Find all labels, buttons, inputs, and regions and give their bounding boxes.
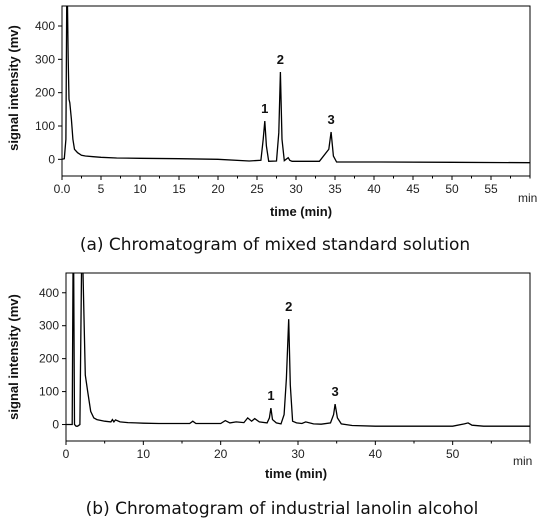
x-unit-label-b: min [513,454,532,468]
x-ticks-a: 0.0 5 10 15 20 25 30 35 40 45 50 55 [54,176,531,196]
x-tick-label: 10 [137,447,151,461]
x-tick-label: 40 [367,182,381,196]
peak-labels-b: 1 2 3 [267,299,338,403]
y-ticks-a: 0 100 200 300 400 [35,19,62,166]
plot-frame-b [65,272,531,442]
y-tick-label: 400 [39,286,59,300]
x-axis-label-a: time (min) [270,204,332,219]
peak-label: 3 [327,112,334,127]
peak-label: 1 [267,388,274,403]
x-tick-label: 45 [406,182,420,196]
y-axis-label-b: signal intensity (mv) [6,294,21,420]
y-tick-label: 100 [39,385,59,399]
y-tick-label: 0 [52,418,59,432]
peak-label: 1 [261,101,268,116]
x-tick-label: 20 [211,182,225,196]
x-tick-label: 20 [214,447,228,461]
peak-label: 3 [332,384,339,399]
caption-b: (b) Chromatogram of industrial lanolin a… [86,499,479,519]
x-tick-label: 0 [63,447,70,461]
y-tick-label: 300 [35,52,55,66]
y-ticks-b: 0 100 200 300 400 [39,286,66,432]
y-tick-label: 400 [35,19,55,33]
y-axis-label-a: signal intensity (mv) [6,25,21,151]
plot-frame-a [61,5,531,177]
chart-panel-b: 0 100 200 300 400 0 10 20 30 40 50 1 2 3 signal int… [6,272,532,519]
caption-a: (a) Chromatogram of mixed standard solut… [80,235,470,255]
chart-panel-a: 0 100 200 300 400 0.0 5 10 15 20 25 30 35 40 45 50 55 1… [6,5,537,255]
x-tick-label: 40 [369,447,383,461]
trace-a [62,6,530,164]
x-tick-label: 50 [446,447,460,461]
peak-labels-a: 1 2 3 [261,52,335,127]
x-tick-label: 15 [172,182,186,196]
x-unit-label-a: min [518,191,537,205]
x-tick-label: 30 [289,182,303,196]
peak-label: 2 [277,52,284,67]
x-tick-label: 55 [484,182,498,196]
x-tick-label: 5 [98,182,105,196]
x-tick-label: 50 [445,182,459,196]
peak-label: 2 [285,299,292,314]
x-tick-label: 0.0 [54,182,71,196]
x-tick-label: 10 [133,182,147,196]
x-tick-label: 35 [328,182,342,196]
y-tick-label: 200 [35,86,55,100]
y-tick-label: 200 [39,352,59,366]
trace-b [66,273,530,427]
x-axis-label-b: time (min) [265,466,327,481]
x-tick-label: 25 [250,182,264,196]
y-tick-label: 300 [39,319,59,333]
y-tick-label: 0 [48,152,55,166]
x-tick-label: 30 [291,447,305,461]
x-ticks-b: 0 10 20 30 40 50 [63,441,531,461]
y-tick-label: 100 [35,119,55,133]
